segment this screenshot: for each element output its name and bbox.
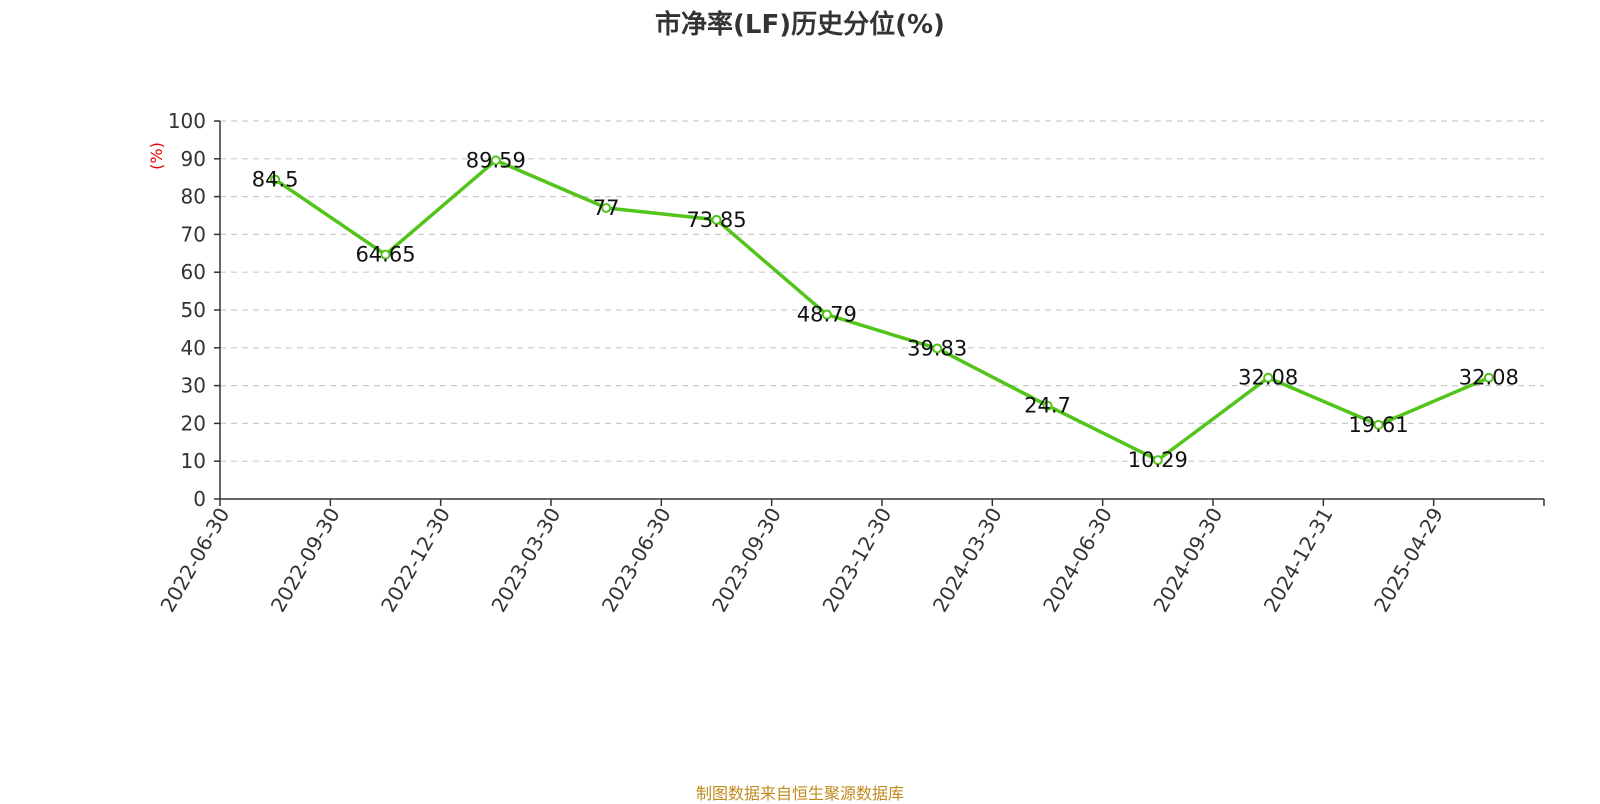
y-tick-label: 70	[181, 222, 206, 246]
data-label: 73.85	[686, 208, 746, 232]
source-note: 制图数据来自恒生聚源数据库	[695, 784, 904, 803]
y-tick-label: 0	[193, 487, 206, 511]
x-tick-label: 2022-09-30	[266, 504, 345, 617]
data-point	[1042, 400, 1053, 411]
x-tick-label: 2024-03-30	[928, 504, 1007, 617]
axes: 0 10 20 30 40 50 60 70 80 90 100(%) 2022-06-30 2022-…	[147, 109, 1545, 617]
series-line-path	[274, 158, 1490, 462]
y-axis-label: (%)	[147, 142, 166, 170]
y-tick-label: 30	[181, 374, 206, 398]
x-tick-label: 2025-04-29	[1369, 504, 1448, 617]
data-point	[1263, 372, 1274, 383]
data-labels: 84.5 64.65 89.59 77 73.85 48.79 39.83 24.7 10.29…	[252, 148, 1519, 472]
data-point	[711, 214, 722, 225]
data-label: 32.08	[1459, 366, 1519, 390]
data-point	[932, 343, 943, 354]
y-tick-label: 80	[181, 185, 206, 209]
y-tick-label: 20	[181, 411, 206, 435]
data-point	[601, 202, 612, 213]
x-tick-label: 2024-12-31	[1259, 504, 1338, 617]
x-tick-label: 2023-06-30	[597, 504, 676, 617]
y-tick-label: 100	[168, 109, 206, 133]
y-tick-label: 90	[181, 147, 206, 171]
data-label: 32.08	[1238, 366, 1298, 390]
data-label: 77	[593, 196, 620, 220]
data-label: 24.7	[1024, 394, 1071, 418]
y-tick-label: 10	[181, 449, 206, 473]
data-point	[270, 174, 281, 185]
x-tick-label: 2023-09-30	[707, 504, 786, 617]
chart-title: 市净率(LF)历史分位(%)	[655, 10, 945, 40]
data-point	[380, 249, 391, 260]
data-point	[1152, 455, 1163, 466]
x-tick-label: 2022-06-30	[155, 504, 234, 617]
data-label: 19.61	[1348, 413, 1408, 437]
data-point	[821, 309, 832, 320]
x-tick-label: 2022-12-30	[376, 504, 455, 617]
x-tick-label: 2024-06-30	[1038, 504, 1117, 617]
x-tick-label: 2024-09-30	[1148, 504, 1227, 617]
data-label: 39.83	[907, 336, 967, 360]
x-tick-label: 2023-03-30	[486, 504, 565, 617]
data-label: 84.5	[252, 168, 299, 192]
y-tick-label: 50	[181, 298, 206, 322]
data-label: 89.59	[466, 148, 526, 172]
grid-lines	[220, 120, 1544, 462]
y-tick-label: 60	[181, 260, 206, 284]
data-label: 48.79	[797, 303, 857, 327]
y-tick-label: 40	[181, 336, 206, 360]
data-point	[490, 155, 501, 166]
x-tick-label: 2023-12-30	[817, 504, 896, 617]
data-point	[1373, 419, 1384, 430]
data-label: 10.29	[1128, 448, 1188, 472]
data-point	[1483, 372, 1494, 383]
series-line	[270, 155, 1494, 466]
data-label: 64.65	[355, 243, 415, 267]
